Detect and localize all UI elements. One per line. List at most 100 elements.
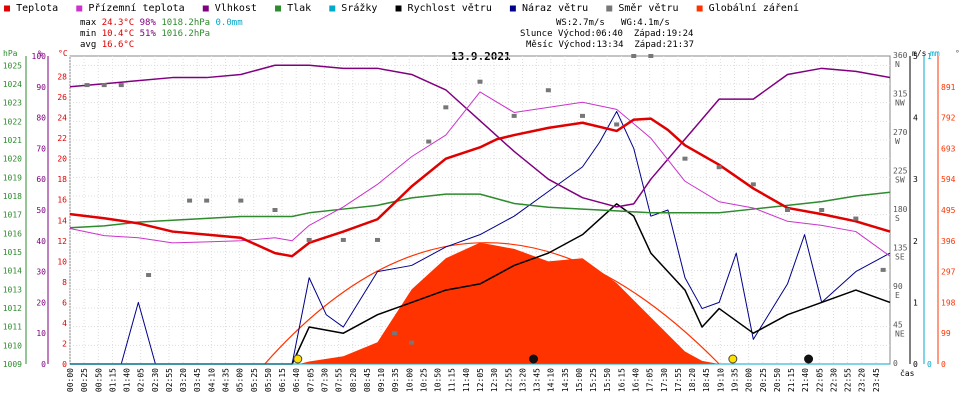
x-tick-label: 21:15: [787, 368, 796, 392]
x-tick-label: 07:05: [306, 368, 315, 392]
humidity-unit-label: %: [38, 49, 43, 58]
humidity-tick-label: 90: [36, 83, 46, 92]
temperature-tick-label: 26: [57, 93, 67, 102]
x-tick-label: 15:25: [589, 368, 598, 392]
rain-tick-label: 1: [927, 52, 932, 61]
wind-dir-compass-label: NE: [895, 330, 905, 339]
wind-dir-point: [375, 237, 380, 242]
x-tick-label: 08:20: [349, 368, 358, 392]
wind-dir-point: [682, 156, 688, 161]
humidity-tick-label: 20: [36, 298, 46, 307]
x-tick-label: 07:55: [335, 368, 344, 392]
wind-dir-tick-label: 0: [893, 359, 898, 368]
x-tick-label: 00:25: [80, 368, 89, 392]
wind-dir-point: [238, 198, 244, 203]
stats-max: max 24.3°C 98% 1018.2hPa 0.0mm: [80, 18, 243, 28]
wind-dir-point: [580, 113, 585, 118]
x-tick-label: 00:50: [94, 368, 103, 392]
series-line-radiation-envelope: [264, 242, 720, 365]
x-tick-label: 01:15: [108, 368, 117, 392]
x-tick-label: 16:40: [632, 368, 641, 392]
moonrise-marker: [529, 354, 539, 364]
temperature-tick-label: 28: [57, 73, 67, 82]
wind-dir-point: [631, 54, 637, 58]
sun-times: Slunce Východ:06:40 Západ:19:24: [520, 29, 694, 39]
temperature-tick-label: 0: [62, 360, 67, 369]
legend-wind-direction: ■ Směr větru: [606, 3, 679, 14]
x-tick-label: 08:45: [363, 368, 372, 392]
pressure-tick-label: 1010: [3, 341, 22, 350]
wind-dir-point: [204, 198, 210, 203]
pressure-tick-label: 1021: [3, 136, 22, 145]
pressure-tick-label: 1017: [3, 211, 22, 220]
x-tick-label: 15:50: [603, 368, 612, 392]
x-tick-label: 12:55: [504, 368, 513, 392]
x-tick-label: 19:10: [716, 368, 725, 392]
x-tick-label: 17:05: [646, 368, 655, 392]
temperature-tick-label: 12: [57, 237, 67, 246]
radiation-tick-label: 891: [941, 83, 956, 92]
humidity-tick-label: 100: [32, 52, 47, 61]
temperature-tick-label: 8: [62, 278, 67, 287]
temperature-unit-label: °C: [58, 49, 68, 58]
x-tick-label: 06:40: [292, 368, 301, 392]
humidity-tick-label: 60: [36, 175, 46, 184]
wind-dir-tick-label: 225: [893, 167, 908, 176]
pressure-tick-label: 1015: [3, 248, 22, 257]
wind-dir-point: [187, 198, 193, 203]
temperature-tick-label: 2: [62, 339, 67, 348]
x-tick-label: 19:35: [730, 368, 739, 392]
wind-dir-tick-label: 360: [893, 51, 908, 60]
pressure-tick-label: 1025: [3, 61, 22, 70]
wind-dir-tick-label: 180: [893, 205, 908, 214]
x-tick-label: 07:30: [320, 368, 329, 392]
x-tick-label: 10:00: [405, 368, 414, 392]
humidity-tick-label: 80: [36, 114, 46, 123]
x-tick-label: 23:45: [872, 368, 881, 392]
humidity-tick-label: 70: [36, 144, 46, 153]
x-tick-label: 17:55: [674, 368, 683, 392]
wind-dir-compass-label: W: [895, 137, 900, 146]
legend-pressure: ■ Tlak: [275, 3, 312, 14]
pressure-tick-label: 1016: [3, 229, 22, 238]
wind-speed-unit-label: m/s: [912, 49, 927, 58]
x-tick-label: 00:00: [66, 368, 75, 392]
wind-dir-point: [426, 139, 432, 144]
rain-unit-label: mm: [930, 49, 940, 58]
x-tick-label: 04:10: [207, 368, 216, 392]
moon-times: Měsíc Východ:13:34 Západ:21:37: [526, 40, 694, 50]
temperature-tick-label: 20: [57, 155, 67, 164]
wind-dir-compass-label: SW: [895, 176, 905, 185]
legend-radiation: ■ Globální záření: [696, 3, 799, 14]
radiation-tick-label: 396: [941, 237, 956, 246]
wind-dir-compass-label: SE: [895, 253, 905, 262]
temperature-tick-label: 10: [57, 257, 67, 266]
legend: ■ Teplota ■ Přízemní teplota ■ Vlhkost ■…: [4, 3, 799, 14]
rain-tick-label: 0: [927, 360, 932, 369]
wind-dir-point: [477, 79, 483, 84]
pressure-tick-label: 1011: [3, 323, 22, 332]
x-tick-label: 04:35: [222, 368, 231, 392]
temperature-tick-label: 14: [57, 216, 67, 225]
x-tick-label: 05:50: [264, 368, 273, 392]
x-tick-label: 12:05: [476, 368, 485, 392]
wind-dir-compass-label: E: [895, 291, 900, 300]
x-tick-label: 02:55: [165, 368, 174, 392]
humidity-tick-label: 0: [41, 360, 46, 369]
series-area-radiation: [298, 242, 720, 364]
x-tick-label: 03:45: [193, 368, 202, 392]
pressure-tick-label: 1024: [3, 80, 22, 89]
pressure-tick-label: 1019: [3, 173, 22, 182]
x-tick-label: 22:30: [829, 368, 838, 392]
radiation-tick-label: 495: [941, 206, 956, 215]
series-line-temperature: [69, 117, 891, 258]
x-tick-label: 10:25: [419, 368, 428, 392]
x-tick-label: 15:00: [575, 368, 584, 392]
wind-speed-tick-label: 0: [913, 360, 918, 369]
wind-speed-tick-label: 3: [913, 175, 918, 184]
wind-speed-tick-label: 1: [913, 298, 918, 307]
temperature-tick-label: 18: [57, 175, 67, 184]
legend-wind-speed: ■ Rychlost větru: [395, 3, 492, 14]
radiation-tick-label: 693: [941, 144, 956, 153]
radiation-tick-label: 792: [941, 114, 956, 123]
